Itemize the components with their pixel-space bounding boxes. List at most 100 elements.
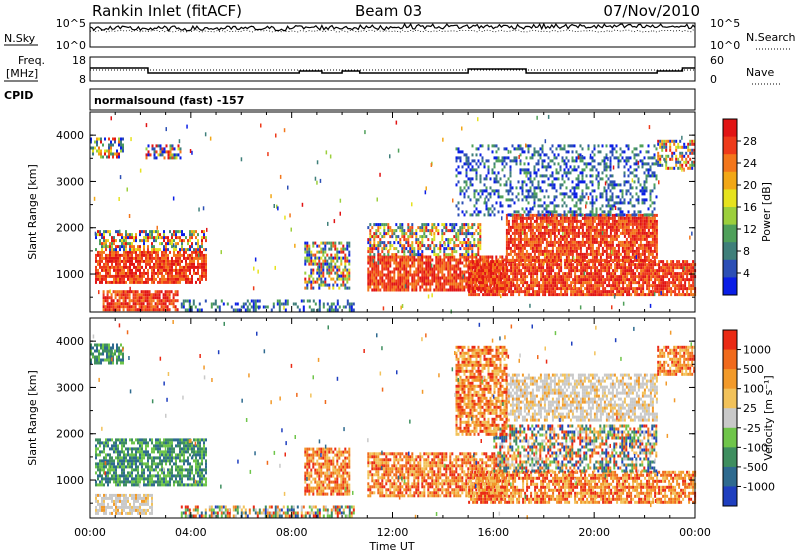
echo-cell <box>492 287 495 291</box>
echo-cell <box>674 284 677 288</box>
echo-cell <box>346 302 349 306</box>
echo-cell <box>549 252 552 256</box>
echo-cell <box>684 269 687 273</box>
echo-cell <box>124 305 127 309</box>
echo-cell <box>549 222 552 226</box>
echo-cell <box>167 271 169 275</box>
echo-cell <box>280 302 283 306</box>
echo-cell <box>348 250 351 254</box>
echo-cell <box>552 278 555 282</box>
echo-cell <box>344 268 347 272</box>
echo-cell <box>433 232 436 236</box>
echo-cell <box>597 243 600 247</box>
echo-cell <box>304 244 307 248</box>
echo-cell <box>494 266 497 270</box>
echo-cell <box>248 308 251 312</box>
echo-cell <box>346 286 349 290</box>
echo-cell <box>322 247 325 251</box>
echo-cell <box>427 258 430 262</box>
echo-cell <box>641 213 644 217</box>
echo-cell <box>332 259 335 263</box>
echo-cell <box>508 287 511 291</box>
echo-cell <box>130 305 133 309</box>
echo-cell <box>543 216 546 220</box>
echo-cell <box>555 246 558 250</box>
echo-cell <box>106 308 109 312</box>
echo-cell <box>108 155 110 159</box>
echo-cell <box>610 275 613 279</box>
echo-cell <box>604 287 607 291</box>
echo-cell <box>498 263 501 267</box>
echo-cell <box>531 258 534 262</box>
echo-cell <box>415 253 418 257</box>
echo-cell <box>471 270 474 274</box>
echo-cell <box>385 261 388 265</box>
echo-cell <box>159 268 161 272</box>
echo-cell <box>115 262 117 266</box>
echo-cell <box>637 249 640 253</box>
echo-cell <box>108 137 110 141</box>
echo-cell <box>666 290 669 294</box>
echo-cell <box>107 280 109 284</box>
echo-cell <box>395 279 398 283</box>
echo-cell <box>189 256 191 260</box>
echo-cell <box>645 225 648 229</box>
echo-cell <box>487 159 490 163</box>
echo-cell <box>530 269 533 273</box>
echo-cell <box>674 275 677 279</box>
echo-cell <box>114 305 117 309</box>
echo-cell <box>487 207 490 211</box>
echo-cell <box>395 288 398 292</box>
echo-cell <box>567 231 570 235</box>
noise-search-line <box>89 29 696 33</box>
echo-cell <box>367 238 370 242</box>
echo-cell <box>476 287 479 291</box>
echo-cell <box>645 231 648 235</box>
echo-cell <box>123 262 125 266</box>
echo-cell <box>666 260 669 264</box>
echo-cell <box>585 219 588 223</box>
echo-cell <box>427 282 430 286</box>
echo-cell <box>471 144 474 148</box>
echo-cell <box>571 228 574 232</box>
echo-cell <box>620 281 623 285</box>
echo-cell <box>645 222 648 226</box>
echo-cell <box>543 225 546 229</box>
echo-cell <box>172 299 175 303</box>
echo-cell <box>166 308 169 312</box>
echo-cell <box>591 225 594 229</box>
echo-cell <box>467 195 470 199</box>
echo-cell <box>385 255 388 259</box>
echo-cell <box>588 284 591 288</box>
echo-cell <box>373 270 376 274</box>
echo-cell <box>344 277 347 281</box>
echo-cell <box>113 265 115 269</box>
echo-cell <box>579 258 582 262</box>
echo-cell <box>203 268 205 272</box>
echo-cell <box>383 241 386 245</box>
echo-cell <box>373 235 376 239</box>
echo-cell <box>668 284 671 288</box>
echo-cell <box>643 252 646 256</box>
echo-cell <box>455 244 458 248</box>
echo-cell <box>106 302 109 306</box>
echo-cell <box>639 252 642 256</box>
echo-cell <box>558 278 561 282</box>
echo-cell <box>637 246 640 250</box>
echo-cell <box>497 258 500 262</box>
echo-cell <box>395 229 398 233</box>
echo-cell <box>603 243 606 247</box>
echo-cell <box>119 248 121 252</box>
echo-cell <box>672 278 675 282</box>
echo-cell <box>121 280 123 284</box>
echo-cell <box>115 245 117 249</box>
echo-cell <box>512 266 515 270</box>
echo-cell <box>574 287 577 291</box>
echo-cell <box>463 255 466 259</box>
echo-cell <box>532 263 535 267</box>
echo-cell <box>177 242 179 246</box>
echo-cell <box>672 272 675 276</box>
echo-cell <box>567 255 570 259</box>
echo-cell <box>423 223 426 227</box>
echo-cell <box>411 264 414 268</box>
